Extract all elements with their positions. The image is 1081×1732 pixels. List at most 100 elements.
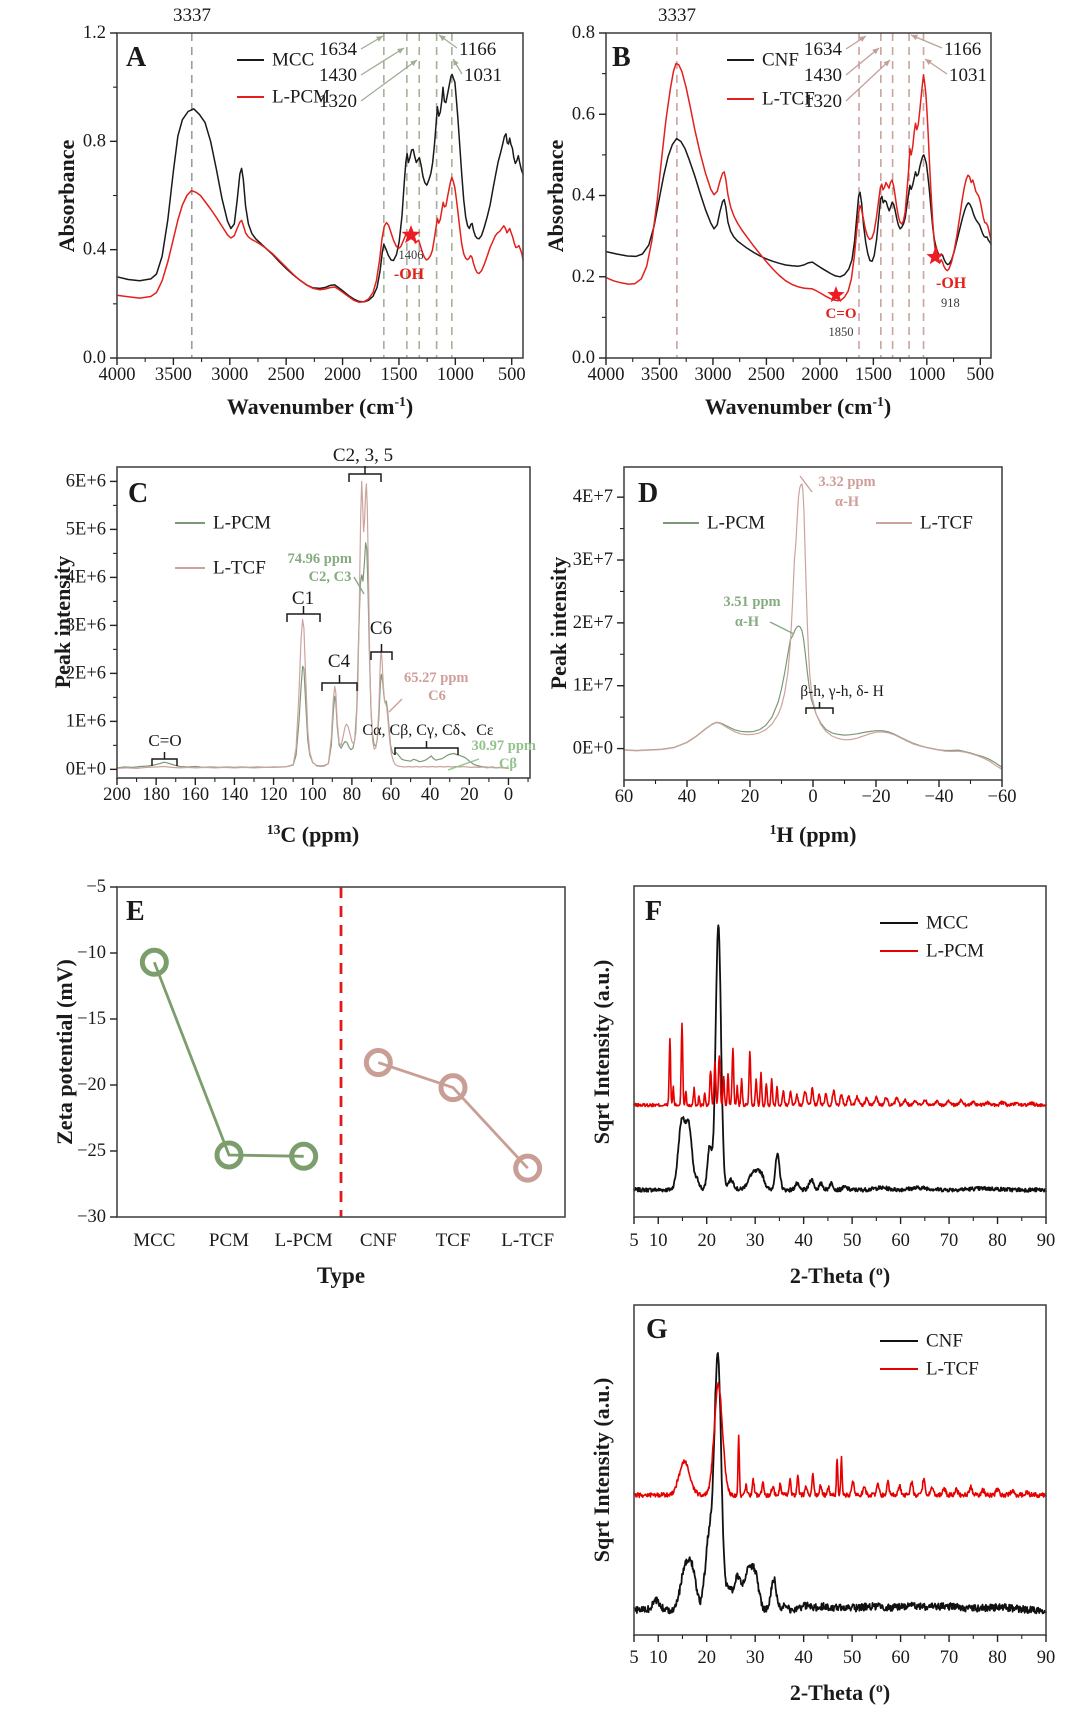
annotation-bracket <box>805 702 834 714</box>
annotation-text: C=O <box>825 306 856 322</box>
star-icon <box>827 286 845 303</box>
panel-a: 4000 3500 3000 2500 2000 1500 1000 500 0.0 0.4 0.8… <box>54 5 526 419</box>
annotation-text: 3337 <box>658 5 696 26</box>
panel-letter-d: D <box>638 478 658 509</box>
x-axis-title: Wavenumber (cm-1) <box>705 394 891 419</box>
x-tick-label: 70 <box>940 1648 959 1668</box>
x-tick-label: −60 <box>988 787 1017 807</box>
annotation-text: 1850 <box>829 325 854 339</box>
panel-letter-c: C <box>128 478 148 509</box>
x-tick-label: 100 <box>299 785 327 805</box>
annotation-arrow <box>360 47 405 76</box>
y-axis-title: Peak intensity <box>50 556 75 689</box>
y-tick-label: −10 <box>77 943 106 963</box>
y-axis-title: Absorbance <box>54 140 79 253</box>
panel-d: 60 40 20 0 −20 −40 −60 0E+0 1E+7 2E+7 3E+7 4E+7 1H (… <box>546 466 1017 847</box>
arrowhead-icon <box>872 48 879 55</box>
y-tick-label: 1E+6 <box>66 711 106 731</box>
annotation-leader <box>447 758 480 771</box>
x-tick-label: 1500 <box>380 365 417 385</box>
x-tick-label: 3500 <box>641 365 678 385</box>
annotation-text: C2, C3 <box>309 569 352 585</box>
data-point-CNF <box>363 1048 393 1078</box>
annotation-text: Cα, Cβ, Cγ, Cδ、Cε <box>362 722 493 739</box>
x-tick-label: 180 <box>142 785 170 805</box>
x-tick-label-CNF: CNF <box>360 1230 397 1251</box>
panel-e-line-cellulose-nano <box>377 1061 529 1170</box>
x-tick-label: 60 <box>615 787 634 807</box>
annotation-text: 3.51 ppm <box>723 594 780 610</box>
x-tick-label: 20 <box>697 1648 716 1668</box>
legend-label-mcc: MCC <box>272 50 314 71</box>
annotation-text: C2, 3, 5 <box>333 445 393 466</box>
y-tick-label: 3E+6 <box>66 615 106 635</box>
annotation-arrow <box>360 59 418 102</box>
plot-border <box>605 32 992 359</box>
legend-label-cnf: CNF <box>926 1331 963 1352</box>
x-tick-label: 2000 <box>801 365 838 385</box>
annotation-text: α-H <box>735 614 760 630</box>
y-tick-label: 3E+7 <box>573 550 613 570</box>
y-tick-label: 0.0 <box>83 348 106 368</box>
annotation-text: α-H <box>835 494 860 510</box>
x-axis-title: 2-Theta (o) <box>790 1680 890 1705</box>
x-tick-label: 20 <box>460 785 479 805</box>
arrowhead-icon <box>453 59 459 66</box>
legend-label-l-pcm: L-PCM <box>213 513 271 534</box>
arrowhead-icon <box>859 36 866 42</box>
x-tick-label: 2500 <box>268 365 305 385</box>
y-tick-label: −15 <box>77 1009 106 1029</box>
x-tick-label: 500 <box>966 365 994 385</box>
x-tick-label: 50 <box>843 1231 862 1251</box>
x-tick-label-MCC: MCC <box>133 1230 175 1251</box>
annotation-text: β-h, γ-h, δ- H <box>800 683 884 700</box>
y-axis-title: Absorbance <box>543 140 568 253</box>
annotation-text: 1320 <box>319 91 357 112</box>
panel-letter-b: B <box>612 42 631 73</box>
x-tick-label-L-TCF: L-TCF <box>501 1230 554 1251</box>
annotation-text: 3337 <box>173 5 211 26</box>
star-icon <box>926 248 944 265</box>
x-tick-label: 20 <box>697 1231 716 1251</box>
x-tick-label: 40 <box>678 787 697 807</box>
y-tick-label: 5E+6 <box>66 519 106 539</box>
x-tick-label: 80 <box>988 1231 1007 1251</box>
panel-g-curve-cnf <box>633 1352 1047 1615</box>
y-tick-label: 0.8 <box>83 131 106 151</box>
annotation-arrow <box>845 59 891 102</box>
panel-c-curve-l-pcm <box>116 542 510 769</box>
annotation-text: 30.97 ppm <box>472 738 536 754</box>
y-tick-label: 2E+7 <box>573 613 613 633</box>
x-tick-label: 90 <box>1037 1648 1056 1668</box>
y-tick-label: 0.0 <box>572 348 595 368</box>
annotation-text: C1 <box>292 588 314 609</box>
legend-label-l-pcm: L-PCM <box>926 941 984 962</box>
panel-a-curve-l-pcm <box>116 176 524 303</box>
arrowhead-icon <box>376 36 383 42</box>
x-tick-label: 40 <box>794 1648 813 1668</box>
y-axis-title: Sqrt Intensity (a.u.) <box>589 960 614 1145</box>
x-axis-title: Wavenumber (cm-1) <box>227 394 413 419</box>
x-tick-label: 90 <box>1037 1231 1056 1251</box>
x-tick-label: 50 <box>843 1648 862 1668</box>
x-tick-label: 30 <box>746 1648 765 1668</box>
annotation-text: 1406 <box>399 248 424 262</box>
x-tick-label: 70 <box>940 1231 959 1251</box>
x-tick-label: 200 <box>103 785 131 805</box>
panel-b-curve-l-tcf <box>605 62 992 302</box>
panel-d-curve-l-tcf <box>623 483 1003 770</box>
annotation-text: -OH <box>936 275 967 292</box>
x-tick-label: 80 <box>343 785 362 805</box>
x-tick-label-TCF: TCF <box>436 1230 471 1251</box>
x-tick-label: 4000 <box>588 365 625 385</box>
x-tick-label: 10 <box>649 1648 668 1668</box>
x-tick-label: 40 <box>421 785 440 805</box>
x-tick-label: 40 <box>794 1231 813 1251</box>
panel-letter-e: E <box>126 896 145 927</box>
y-tick-label: −25 <box>77 1141 106 1161</box>
plot-border <box>116 886 566 1218</box>
legend-label-l-tcf: L-TCF <box>762 89 815 110</box>
y-tick-label: 0.4 <box>83 240 106 260</box>
annotation-bracket <box>348 466 382 482</box>
